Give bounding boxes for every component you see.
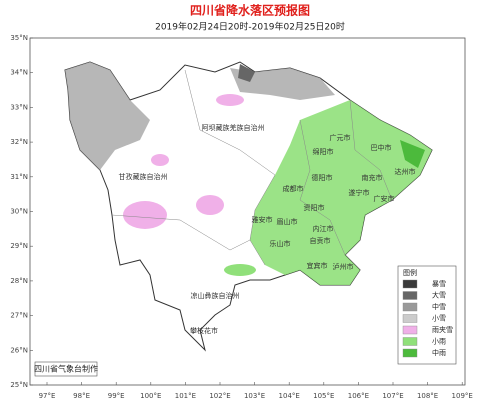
light-rain-area xyxy=(250,100,432,285)
lat-label: 27°N xyxy=(10,312,28,320)
lon-label: 108°E xyxy=(417,392,438,400)
region-label: 阿坝藏族羌族自治州 xyxy=(202,123,265,132)
legend-swatch xyxy=(402,291,418,300)
lat-label: 30°N xyxy=(10,208,28,216)
region-label: 自贡市 xyxy=(310,236,331,245)
lat-label: 32°N xyxy=(10,138,28,146)
credit: 四川省气象台制作 xyxy=(34,364,98,374)
lat-label: 25°N xyxy=(10,381,28,389)
legend-swatch xyxy=(402,314,418,323)
legend-label: 中雪 xyxy=(432,302,446,311)
legend-label: 大雪 xyxy=(432,291,446,300)
lon-label: 105°E xyxy=(313,392,334,400)
legend-label: 雨夹雪 xyxy=(432,325,453,334)
region-label: 资阳市 xyxy=(304,203,325,212)
legend-swatch xyxy=(402,302,418,312)
legend-label: 中雨 xyxy=(432,348,446,357)
lat-label: 35°N xyxy=(10,34,28,42)
lon-label: 99°E xyxy=(108,392,125,400)
region-label: 泸州市 xyxy=(333,262,354,271)
snow-area xyxy=(230,68,335,100)
light-rain-area xyxy=(224,264,256,276)
sleet-area xyxy=(123,201,167,229)
region-label: 宜宾市 xyxy=(307,261,328,270)
region-label: 眉山市 xyxy=(277,217,298,226)
lon-label: 97°E xyxy=(39,392,56,400)
lon-label: 104°E xyxy=(279,392,300,400)
legend-swatch xyxy=(402,348,418,358)
lat-label: 29°N xyxy=(10,242,28,250)
region-label: 甘孜藏族自治州 xyxy=(119,172,168,181)
sleet-area xyxy=(151,154,169,166)
region-label: 广安市 xyxy=(374,194,395,203)
heavy-snow-area xyxy=(238,64,255,82)
legend-label: 小雨 xyxy=(432,337,446,346)
lon-label: 109°E xyxy=(452,392,473,400)
region-label: 南充市 xyxy=(362,173,383,182)
region-label: 攀枝花市 xyxy=(190,326,218,335)
lat-label: 31°N xyxy=(10,173,28,181)
credit-box xyxy=(34,361,98,377)
snow-area xyxy=(65,62,150,170)
lat-label: 34°N xyxy=(10,69,28,77)
lon-label: 101°E xyxy=(175,392,196,400)
sleet-area xyxy=(196,195,224,215)
lon-label: 98°E xyxy=(73,392,90,400)
region-label: 乐山市 xyxy=(270,239,291,248)
lon-label: 102°E xyxy=(209,392,230,400)
subtitle: 2019年02月24日20时-2019年02月25日20时 xyxy=(155,21,345,33)
lon-label: 100°E xyxy=(140,392,161,400)
rain-area xyxy=(400,140,425,168)
legend-title: 图例 xyxy=(403,268,417,277)
region-label: 成都市 xyxy=(283,184,304,193)
legend-label: 小雪 xyxy=(432,314,446,323)
graticule-labels: 35°N 34°N 33°N 32°N 31°N 30°N 29°N 28°N 27°N 26°N… xyxy=(10,34,473,400)
lat-label: 26°N xyxy=(10,346,28,354)
region-label: 广元市 xyxy=(330,133,351,142)
title: 四川省降水落区预报图 xyxy=(190,3,310,18)
region-label: 绵阳市 xyxy=(313,147,334,156)
lon-label: 106°E xyxy=(348,392,369,400)
region-label: 德阳市 xyxy=(312,173,333,182)
lon-label: 103°E xyxy=(244,392,265,400)
legend-label: 暴雪 xyxy=(432,280,446,288)
region-label: 雅安市 xyxy=(252,215,273,224)
region-label: 巴中市 xyxy=(371,143,392,152)
region-label: 达州市 xyxy=(395,167,416,176)
lat-label: 33°N xyxy=(10,103,28,111)
region-label: 凉山彝族自治州 xyxy=(191,291,240,300)
region-label: 内江市 xyxy=(313,224,334,233)
legend-swatch xyxy=(402,337,418,346)
lat-label: 28°N xyxy=(10,277,28,285)
lon-label: 107°E xyxy=(382,392,403,400)
sleet-area xyxy=(216,94,244,106)
region-borders xyxy=(111,69,393,266)
region-label: 遂宁市 xyxy=(349,188,370,197)
legend-swatch xyxy=(402,325,418,335)
legend-swatch xyxy=(402,279,418,289)
